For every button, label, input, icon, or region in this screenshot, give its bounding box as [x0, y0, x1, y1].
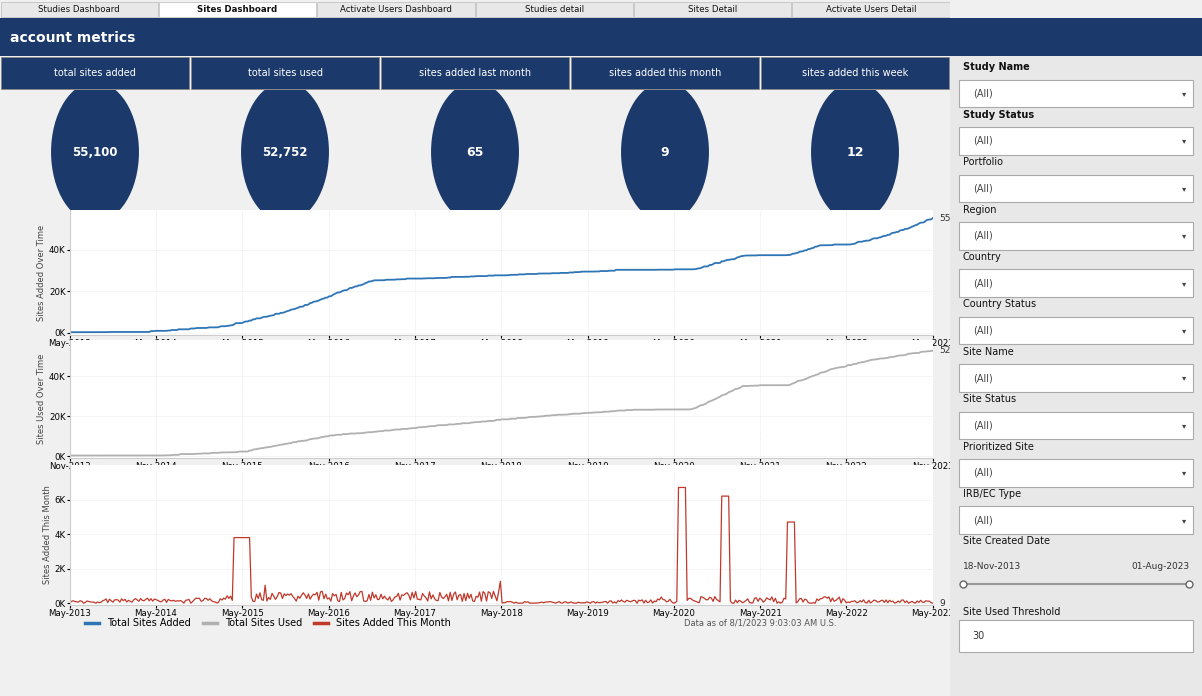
Text: ▾: ▾ — [1183, 374, 1186, 383]
Text: (All): (All) — [972, 515, 993, 525]
Text: Site Used Threshold: Site Used Threshold — [963, 607, 1060, 617]
FancyBboxPatch shape — [959, 411, 1194, 439]
Text: Studies detail: Studies detail — [524, 4, 584, 13]
FancyBboxPatch shape — [761, 57, 950, 89]
Text: 55,100: 55,100 — [72, 145, 118, 159]
Text: 55,100: 55,100 — [940, 214, 971, 223]
Text: (All): (All) — [972, 136, 993, 146]
FancyBboxPatch shape — [0, 2, 157, 17]
Text: account metrics: account metrics — [10, 31, 135, 45]
FancyBboxPatch shape — [959, 507, 1194, 534]
Legend: Total Sites Added, Total Sites Used, Sites Added This Month: Total Sites Added, Total Sites Used, Sit… — [81, 614, 454, 632]
Text: Site Name: Site Name — [963, 347, 1013, 357]
FancyBboxPatch shape — [0, 18, 1202, 56]
Text: Site Status: Site Status — [963, 394, 1016, 404]
FancyBboxPatch shape — [959, 364, 1194, 392]
Text: 52,721: 52,721 — [940, 346, 971, 355]
Ellipse shape — [810, 81, 900, 223]
Text: ▾: ▾ — [1183, 516, 1186, 525]
Ellipse shape — [240, 81, 331, 223]
FancyBboxPatch shape — [792, 2, 950, 17]
Text: ▾: ▾ — [1183, 231, 1186, 240]
FancyBboxPatch shape — [476, 2, 632, 17]
Text: Site Created Date: Site Created Date — [963, 537, 1049, 546]
Text: (All): (All) — [972, 183, 993, 193]
Text: 18-Nov-2013: 18-Nov-2013 — [963, 562, 1020, 571]
FancyBboxPatch shape — [959, 317, 1194, 345]
Text: Country Status: Country Status — [963, 299, 1036, 310]
Text: total sites used: total sites used — [248, 68, 322, 78]
Text: ▾: ▾ — [1183, 468, 1186, 477]
Text: Study Status: Study Status — [963, 110, 1034, 120]
Text: ▾: ▾ — [1183, 89, 1186, 98]
FancyBboxPatch shape — [950, 56, 1202, 696]
FancyBboxPatch shape — [959, 80, 1194, 107]
Y-axis label: Sites Added Over Time: Sites Added Over Time — [37, 224, 46, 321]
Text: Region: Region — [963, 205, 996, 214]
FancyBboxPatch shape — [191, 57, 379, 89]
FancyBboxPatch shape — [571, 57, 758, 89]
Text: (All): (All) — [972, 420, 993, 430]
Y-axis label: Sites Added This Month: Sites Added This Month — [42, 486, 52, 585]
FancyBboxPatch shape — [959, 619, 1194, 651]
Text: 12: 12 — [846, 145, 864, 159]
Text: (All): (All) — [972, 468, 993, 478]
FancyBboxPatch shape — [159, 2, 316, 17]
Text: Data as of 8/1/2023 9:03:03 AM U.S.: Data as of 8/1/2023 9:03:03 AM U.S. — [684, 619, 837, 628]
Text: Sites Dashboard: Sites Dashboard — [197, 4, 278, 13]
Text: ▾: ▾ — [1183, 278, 1186, 287]
Ellipse shape — [620, 81, 710, 223]
FancyBboxPatch shape — [633, 2, 791, 17]
Text: 65: 65 — [466, 145, 483, 159]
Text: sites added this month: sites added this month — [608, 68, 721, 78]
Text: (All): (All) — [972, 278, 993, 288]
FancyBboxPatch shape — [381, 57, 569, 89]
Text: Prioritized Site: Prioritized Site — [963, 442, 1034, 452]
Text: (All): (All) — [972, 326, 993, 335]
Y-axis label: Sites Used Over Time: Sites Used Over Time — [37, 354, 46, 444]
Text: Portfolio: Portfolio — [963, 157, 1002, 167]
FancyBboxPatch shape — [959, 222, 1194, 250]
FancyBboxPatch shape — [959, 269, 1194, 297]
Text: Activate Users Detail: Activate Users Detail — [826, 4, 916, 13]
Text: IRB/EC Type: IRB/EC Type — [963, 489, 1020, 499]
FancyBboxPatch shape — [959, 459, 1194, 487]
Ellipse shape — [430, 81, 520, 223]
FancyBboxPatch shape — [317, 2, 475, 17]
Text: ▾: ▾ — [1183, 421, 1186, 430]
Text: 52,752: 52,752 — [262, 145, 308, 159]
Text: total sites added: total sites added — [54, 68, 136, 78]
Ellipse shape — [50, 81, 139, 223]
Text: ▾: ▾ — [1183, 326, 1186, 335]
Text: 9: 9 — [661, 145, 670, 159]
Text: 30: 30 — [972, 631, 984, 641]
Text: 9: 9 — [940, 599, 946, 608]
Text: ▾: ▾ — [1183, 136, 1186, 145]
Text: Study Name: Study Name — [963, 63, 1029, 72]
Text: (All): (All) — [972, 231, 993, 241]
Text: (All): (All) — [972, 373, 993, 383]
Text: ▾: ▾ — [1183, 184, 1186, 193]
Text: sites added this week: sites added this week — [802, 68, 909, 78]
Text: Country: Country — [963, 252, 1001, 262]
Text: Activate Users Dashboard: Activate Users Dashboard — [340, 4, 452, 13]
Text: Studies Dashboard: Studies Dashboard — [38, 4, 120, 13]
FancyBboxPatch shape — [1, 57, 189, 89]
FancyBboxPatch shape — [959, 127, 1194, 155]
Text: (All): (All) — [972, 88, 993, 99]
Text: sites added last month: sites added last month — [419, 68, 531, 78]
Text: Sites Detail: Sites Detail — [688, 4, 737, 13]
FancyBboxPatch shape — [959, 175, 1194, 203]
Text: 01-Aug-2023: 01-Aug-2023 — [1131, 562, 1190, 571]
